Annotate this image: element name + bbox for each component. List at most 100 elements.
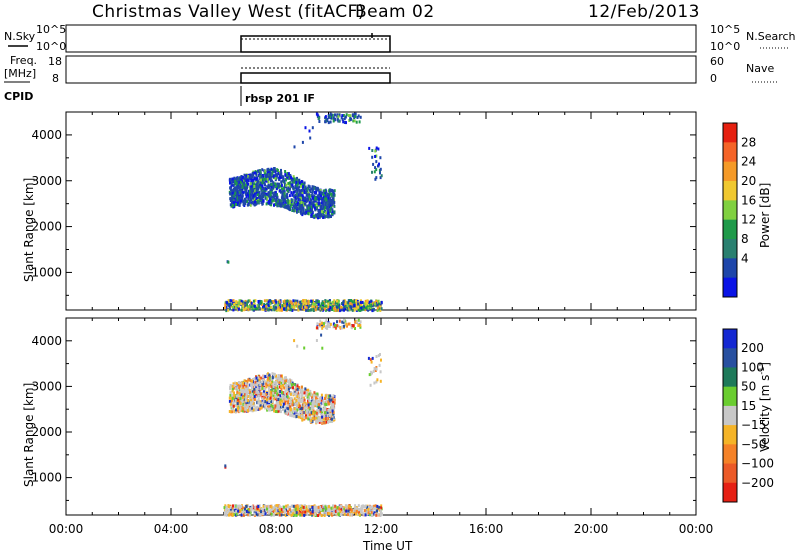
power-scatter-pixel: [272, 305, 275, 309]
velocity-scatter-pixel: [267, 399, 270, 403]
power-scatter-pixel: [333, 307, 336, 310]
velocity-scatter-pixel: [253, 388, 256, 391]
power-scatter-pixel: [240, 308, 243, 312]
power-scatter-pixel: [232, 308, 235, 312]
power-ylabel: Slant Range [km]: [22, 178, 36, 282]
power-scatter-pixel: [237, 186, 240, 190]
velocity-scatter-pixel: [330, 417, 333, 421]
velocity-scatter-pixel: [330, 398, 333, 402]
power-scatter-pixel: [297, 305, 300, 309]
velocity-scatter-pixel: [261, 508, 264, 512]
power-scatter-pixel: [367, 308, 370, 312]
power-scatter-pixel: [224, 303, 227, 307]
velocity-scatter-pixel: [278, 376, 281, 380]
power-scatter-pixel: [353, 300, 356, 304]
power-scatter-pixel: [308, 193, 311, 197]
power-scatter-pixel: [243, 308, 245, 312]
velocity-scatter-pixel: [266, 401, 269, 405]
power-scatter-pixel: [379, 167, 382, 171]
velocity-scatter-pixel: [224, 504, 227, 508]
power-scatter-pixel: [326, 300, 329, 304]
power-scatter-pixel: [379, 156, 382, 160]
velocity-scatter-pixel: [252, 402, 255, 406]
velocity-scatter-pixel: [334, 326, 337, 330]
power-scatter-pixel: [305, 188, 308, 192]
power-cbar-tick-label: 4: [741, 251, 749, 265]
velocity-scatter-pixel: [380, 504, 383, 508]
power-scatter-pixel: [332, 210, 335, 214]
velocity-scatter-pixel: [241, 511, 244, 515]
velocity-scatter-pixel: [238, 386, 241, 390]
velocity-scatter-pixel: [278, 374, 281, 378]
velocity-scatter-pixel: [275, 383, 278, 387]
velocity-scatter-pixel: [303, 346, 306, 350]
power-scatter-pixel: [248, 199, 251, 203]
power-scatter-pixel: [357, 308, 360, 312]
velocity-scatter-pixel: [270, 391, 273, 395]
power-scatter-pixel: [267, 180, 270, 184]
power-scatter-pixel: [305, 210, 308, 214]
velocity-scatter-pixel: [296, 412, 299, 416]
velocity-scatter-pixel: [233, 383, 236, 387]
power-scatter-pixel: [271, 170, 274, 174]
power-scatter-pixel: [376, 303, 379, 307]
power-scatter-pixel: [270, 186, 273, 189]
velocity-scatter-pixel: [271, 407, 274, 410]
velocity-scatter-pixel: [293, 414, 296, 418]
velocity-scatter-pixel: [346, 324, 348, 328]
power-scatter-pixel: [307, 198, 309, 201]
power-scatter-pixel: [225, 308, 228, 311]
velocity-scatter-pixel: [239, 382, 241, 386]
power-scatter-pixel: [249, 182, 252, 186]
power-scatter-pixel: [306, 207, 309, 211]
power-scatter-pixel: [288, 207, 291, 211]
velocity-scatter-pixel: [227, 511, 230, 515]
velocity-scatter-pixel: [270, 400, 273, 404]
velocity-scatter-pixel: [287, 387, 290, 391]
velocity-scatter-pixel: [352, 509, 355, 513]
velocity-scatter-pixel: [343, 324, 345, 328]
velocity-scatter-pixel: [236, 386, 239, 390]
power-scatter-pixel: [332, 195, 335, 199]
power-scatter-pixel: [365, 304, 367, 308]
velocity-scatter-pixel: [305, 391, 308, 394]
power-scatter-pixel: [274, 202, 277, 206]
power-scatter-pixel: [244, 202, 247, 206]
velocity-scatter-pixel: [350, 324, 353, 328]
power-scatter-pixel: [226, 301, 229, 305]
power-scatter-pixel: [250, 173, 253, 177]
velocity-scatter-pixel: [289, 410, 292, 414]
power-scatter-pixel: [327, 198, 330, 202]
velocity-scatter-pixel: [370, 506, 373, 510]
power-scatter-pixel: [284, 302, 287, 306]
power-scatter-pixel: [237, 307, 240, 311]
velocity-scatter-pixel: [305, 412, 308, 416]
power-scatter-pixel: [344, 305, 347, 308]
power-scatter-pixel: [325, 299, 328, 303]
velocity-scatter-pixel: [381, 512, 383, 516]
velocity-scatter-pixel: [301, 504, 304, 508]
power-scatter-pixel: [366, 299, 369, 303]
velocity-scatter-pixel: [273, 375, 276, 379]
velocity-scatter-pixel: [301, 510, 304, 514]
velocity-scatter-pixel: [338, 507, 341, 511]
power-scatter-pixel: [278, 308, 281, 312]
velocity-scatter-pixel: [289, 392, 292, 396]
power-scatter-pixel: [280, 187, 283, 191]
power-scatter-pixel: [329, 209, 332, 213]
power-scatter-pixel: [354, 115, 357, 119]
velocity-scatter-pixel: [346, 513, 349, 517]
velocity-scatter-pixel: [291, 403, 294, 407]
power-scatter-pixel: [348, 303, 351, 307]
power-scatter-pixel: [252, 307, 255, 311]
velocity-scatter-pixel: [247, 513, 250, 517]
power-scatter-pixel: [300, 180, 303, 183]
power-scatter-pixel: [261, 184, 264, 188]
power-scatter-pixel: [259, 174, 261, 178]
power-scatter-pixel: [264, 169, 267, 173]
velocity-scatter-pixel: [320, 398, 323, 402]
power-scatter-pixel: [258, 199, 261, 202]
velocity-scatter-pixel: [273, 409, 276, 413]
velocity-scatter-pixel: [282, 381, 284, 384]
power-scatter-pixel: [260, 197, 263, 201]
